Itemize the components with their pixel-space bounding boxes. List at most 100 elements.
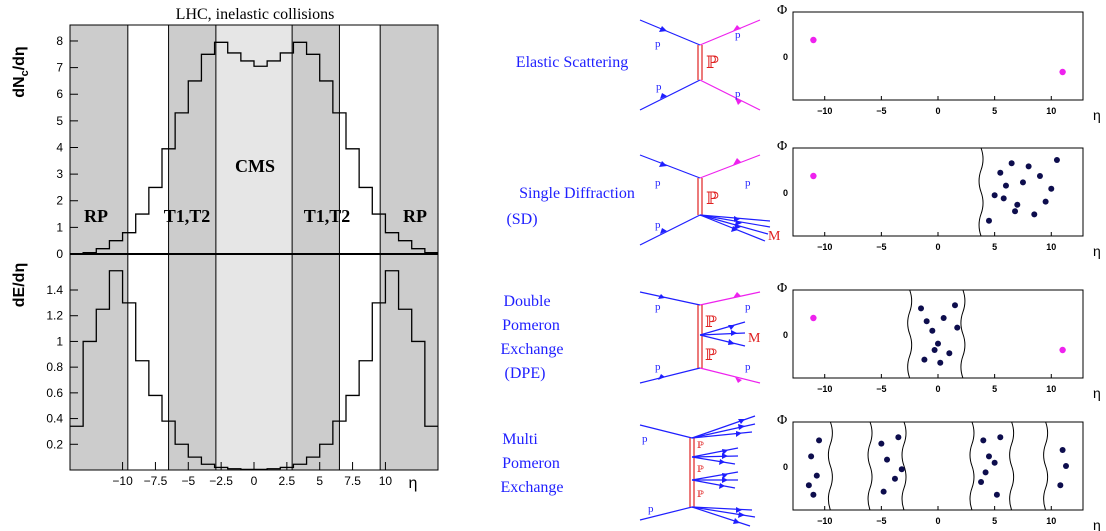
mpe-pomeron-label-1: ℙ [697,440,704,450]
eta-axis-label: η [1093,107,1101,123]
bottom-y-tick-label: 0.2 [46,437,63,451]
x-tick-label: −7.5 [144,474,168,488]
particle-point [978,479,985,485]
particle-point [813,472,820,479]
region-label-t-right: T1,T2 [304,206,351,226]
particle-point [935,340,941,347]
eta-tick-label: −5 [876,242,886,252]
top-y-tick-label: 7 [56,61,63,75]
bottom-y-tick-label: 1.4 [46,283,63,297]
process-label-dpe-line4: (DPE) [505,365,546,382]
bottom-y-tick-label: 0.8 [46,360,63,374]
region-band-4 [380,25,438,470]
elastic-pomeron-label: ℙ [706,53,719,72]
particle-point [1048,185,1055,192]
eta-phi-frame [792,289,1084,379]
top-y-tick-label: 4 [56,140,63,154]
scattered-proton-point [1059,68,1066,76]
phi-zero-tick-label: 0 [783,188,788,198]
sd-pomeron-label: ℙ [706,189,719,208]
phi-zero-tick-label: 0 [783,330,788,340]
process-label-dpe-line1: Double [503,293,550,310]
phi-zero-tick-label: 0 [783,462,788,472]
particle-point [1025,163,1032,170]
top-y-label-tail: /dη [11,46,28,70]
particle-point [980,437,987,444]
particle-point [1012,208,1019,215]
eta-tick-label: −10 [817,516,832,526]
particle-point [884,456,891,463]
particle-point [1063,463,1070,469]
top-y-tick-label: 2 [56,194,63,208]
particle-point [898,466,905,473]
top-y-tick-label: 5 [56,114,63,128]
region-label-t-left: T1,T2 [164,206,211,226]
eta-tick-label: −10 [817,106,832,116]
bottom-y-tick-label: 0.6 [46,386,63,400]
region-label-rp-right: RP [403,206,427,226]
process-label-mpe-line3: Exchange [500,479,563,496]
feynman-diagram-dpe [639,291,761,384]
particle-point [985,453,992,460]
sd-p-in-bottom: p [655,219,661,231]
particle-point [1042,198,1049,205]
phi-axis-label: Φ [777,281,787,296]
phi-axis-label: Φ [777,413,787,428]
top-y-tick-label: 1 [56,220,63,234]
top-y-tick-label: 6 [56,87,63,101]
x-tick-label: 0 [251,474,258,488]
x-tick-label: 10 [379,474,393,488]
eta-tick-label: 5 [992,242,997,252]
bottom-y-tick-label: 1 [56,334,63,348]
region-band-3 [292,25,340,470]
eta-tick-label: 10 [1046,242,1056,252]
particle-point [940,315,947,321]
particle-point [816,437,823,444]
elastic-p-out-bottom: p [735,88,741,100]
particle-point [1059,447,1066,453]
particle-point [991,459,998,466]
rapidity-gap-boundary [978,147,984,237]
region-band-2 [215,25,293,470]
eta-tick-label: −5 [876,516,886,526]
particle-point [982,469,989,476]
x-tick-label: −2.5 [209,474,233,488]
phi-axis-label: Φ [777,3,787,18]
mpe-p-in-bottom: p [648,503,654,515]
eta-tick-label: 10 [1046,106,1056,116]
process-label-dpe-line2: Pomeron [502,317,560,334]
particle-point [951,302,958,309]
particle-point [985,217,992,224]
eta-phi-frame [792,147,1084,237]
process-label-elastic: Elastic Scattering [516,54,628,71]
eta-phi-frame [792,11,1084,101]
eta-phi-panel-4: Φ 0 η −10 −5 0 5 10 [777,413,1101,531]
top-y-tick-label: 3 [56,167,63,181]
particle-point [1000,195,1007,202]
multiplicity-histogram [70,41,438,255]
scattered-proton-point [810,172,817,180]
particle-point [1053,157,1060,163]
particle-point [810,491,817,498]
particle-point [993,491,1000,498]
particle-point [997,434,1004,441]
sd-p-out-top: p [745,177,751,189]
particle-point [997,169,1004,176]
region-label-cms: CMS [235,156,275,176]
eta-tick-label: 5 [992,106,997,116]
particle-point [1019,179,1026,186]
particle-point [895,434,902,441]
eta-tick-label: 5 [992,516,997,526]
particle-point [1036,173,1043,179]
rapidity-gap-boundary [960,289,966,379]
eta-tick-label: −10 [817,242,832,252]
x-axis-label: η [409,475,418,492]
eta-distribution-plot: 0 1 2 3 4 5 6 7 8 0.2 0.4 0.6 0.8 1 1.2 1.4 −10 −7.5 −5 −2.… [46,24,439,488]
feynman-diagram-sd [639,154,771,246]
bottom-y-tick-label: 1.2 [46,309,63,323]
eta-tick-label: 0 [935,384,940,394]
x-tick-label: 2.5 [279,474,296,488]
process-label-mpe-line2: Pomeron [502,455,560,472]
rapidity-gap-boundary [827,421,833,511]
